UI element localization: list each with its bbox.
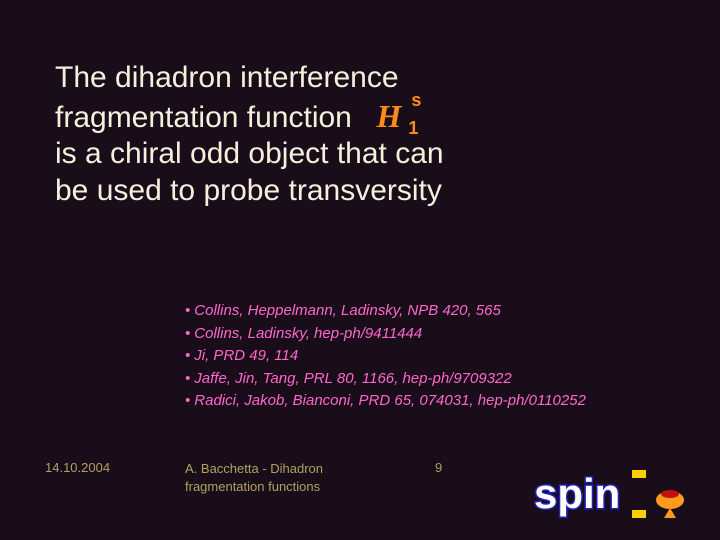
reference-item: •Radici, Jakob, Bianconi, PRD 65, 074031… [185, 390, 690, 413]
spin-logo: spin [532, 462, 692, 522]
slide: The dihadron interference fragmentation … [0, 0, 720, 540]
reference-text: Jaffe, Jin, Tang, PRL 80, 1166, hep-ph/9… [194, 368, 511, 391]
bullet-icon: • [185, 300, 190, 323]
bullet-icon: • [185, 345, 190, 368]
bullet-icon: • [185, 390, 190, 413]
footer-page-number: 9 [435, 460, 442, 475]
symbol-subscript: 1 [408, 118, 418, 140]
bullet-icon: • [185, 323, 190, 346]
reference-text: Collins, Ladinsky, hep-ph/9411444 [194, 323, 422, 346]
reference-text: Radici, Jakob, Bianconi, PRD 65, 074031,… [194, 390, 586, 413]
symbol-base: H [377, 98, 402, 134]
title-line-2a: fragmentation function [55, 101, 352, 134]
top-cap-icon [661, 490, 679, 498]
logo-year-top [632, 470, 646, 478]
footer-author: A. Bacchetta - Dihadron fragmentation fu… [185, 460, 385, 495]
reference-text: Collins, Heppelmann, Ladinsky, NPB 420, … [194, 300, 501, 323]
reference-item: •Ji, PRD 49, 114 [185, 345, 690, 368]
reference-item: •Jaffe, Jin, Tang, PRL 80, 1166, hep-ph/… [185, 368, 690, 391]
title-line-1: The dihadron interference [55, 61, 399, 94]
title-line-4: be used to probe transversity [55, 174, 442, 207]
footer-date: 14.10.2004 [45, 460, 110, 475]
reference-list: •Collins, Heppelmann, Ladinsky, NPB 420,… [185, 300, 690, 413]
reference-item: •Collins, Heppelmann, Ladinsky, NPB 420,… [185, 300, 690, 323]
symbol-superscript: s [411, 90, 421, 112]
top-tip-icon [664, 508, 676, 518]
reference-text: Ji, PRD 49, 114 [194, 345, 298, 368]
title-line-3: is a chiral odd object that can [55, 137, 444, 170]
spin-logo-svg: spin [532, 462, 692, 522]
title-block: The dihadron interference fragmentation … [55, 60, 680, 209]
logo-text: spin [534, 470, 620, 517]
symbol-h1s: Hs1 [369, 98, 422, 134]
reference-item: •Collins, Ladinsky, hep-ph/9411444 [185, 323, 690, 346]
bullet-icon: • [185, 368, 190, 391]
logo-year-bottom [632, 510, 646, 518]
